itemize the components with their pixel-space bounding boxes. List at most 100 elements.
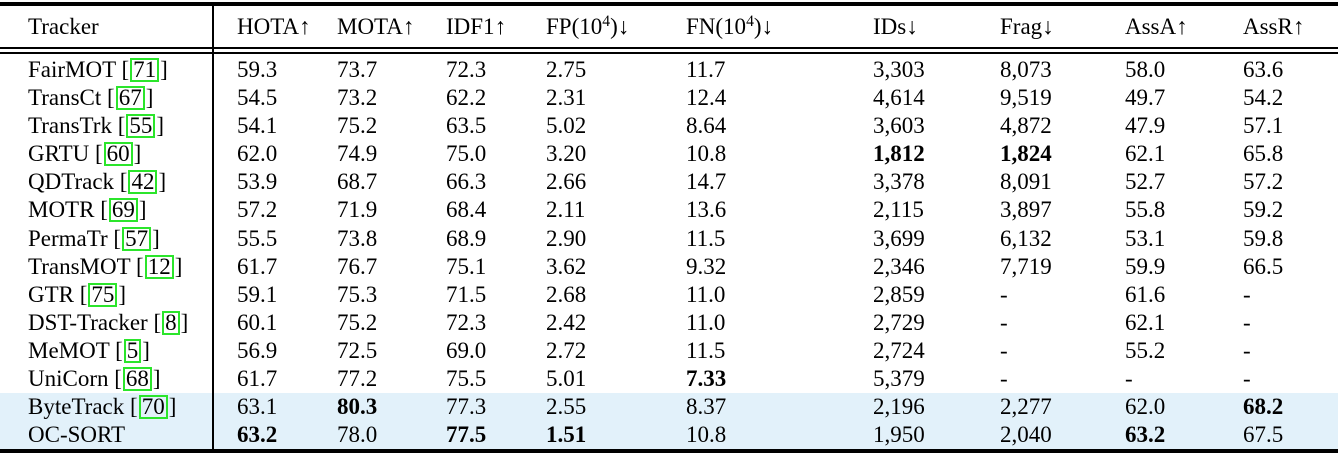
metric-cell: 5.01	[546, 366, 587, 392]
metric-cell: 72.5	[337, 337, 378, 363]
metric-cell: 2.31	[546, 85, 587, 111]
table-row: MeMOT [5] 56.9 72.5 69.0 2.72 11.5 2,724 - 55.2 -	[0, 337, 1338, 365]
tracker-name: MeMOT	[28, 337, 110, 363]
metric-cell: 55.2	[1125, 337, 1166, 363]
results-table: Tracker HOTA↑ MOTA↑ IDF1↑ FP(104)↓ FN(104)↓ ID…	[0, 2, 1338, 454]
metric-cell: 63.1	[237, 394, 278, 420]
citation-link[interactable]: 42	[128, 170, 158, 195]
tracker-cell: TransTrk [55]	[28, 113, 165, 139]
metric-cell: -	[1243, 366, 1251, 392]
metric-cell: -	[1243, 309, 1251, 335]
citation-link[interactable]: 8	[162, 310, 180, 335]
metric-cell: 3,699	[873, 225, 925, 251]
metric-cell: 73.8	[337, 225, 378, 251]
table-row: TransTrk [55] 54.1 75.2 63.5 5.02 8.64 3,603 4,…	[0, 112, 1338, 140]
metric-cell: 8,073	[1000, 57, 1052, 82]
table-row: TransMOT [12] 61.7 76.7 75.1 3.62 9.32 2,346 7,…	[0, 253, 1338, 281]
metric-cell: 2.66	[546, 169, 587, 195]
table-row: FairMOT [71] 59.3 73.7 72.3 2.75 11.7 3,303 8,0…	[0, 56, 1338, 84]
metric-cell: 1,824	[1000, 141, 1052, 167]
citation-link[interactable]: 67	[115, 86, 145, 111]
metric-cell: 56.9	[237, 337, 278, 363]
citation-link[interactable]: 60	[103, 142, 133, 167]
table-row: MOTR [69] 57.2 71.9 68.4 2.11 13.6 2,115 3,897 5…	[0, 196, 1338, 224]
column-divider	[212, 6, 214, 450]
metric-cell: 68.9	[446, 225, 487, 251]
citation-link[interactable]: 5	[123, 338, 142, 363]
citation-link[interactable]: 71	[130, 58, 160, 82]
header-label: AssA	[1125, 13, 1177, 39]
metric-cell: 14.7	[686, 169, 727, 195]
metric-cell: 63.6	[1243, 57, 1284, 82]
table-row: TransCt [67] 54.5 73.2 62.2 2.31 12.4 4,614 9,5…	[0, 84, 1338, 112]
metric-cell: 11.0	[686, 281, 726, 307]
citation-link[interactable]: 12	[144, 254, 174, 279]
metric-cell: 2,040	[1000, 422, 1052, 448]
table-row: DST-Tracker [8] 60.1 75.2 72.3 2.42 11.0 2,729…	[0, 309, 1338, 337]
metric-cell: 53.9	[237, 169, 278, 195]
header-cell-hota: HOTA↑	[237, 14, 337, 40]
metric-cell: 62.0	[1125, 394, 1166, 420]
metric-cell: 71.5	[446, 281, 487, 307]
tracker-name: OC-SORT	[28, 422, 126, 448]
metric-cell: 1.51	[546, 422, 587, 448]
metric-cell: 10.8	[686, 141, 727, 167]
tracker-name: MOTR	[28, 197, 95, 223]
metric-cell: 52.7	[1125, 169, 1166, 195]
sort-direction-arrow: ↑	[1292, 13, 1305, 39]
sort-direction-arrow: ↓	[617, 13, 630, 39]
tracker-cell: ByteTrack [70]	[28, 394, 177, 420]
sort-direction-arrow: ↓	[761, 13, 774, 39]
tracker-cell: GTR [75]	[28, 281, 127, 307]
citation-link[interactable]: 75	[88, 282, 118, 307]
metric-cell: 77.2	[337, 366, 378, 392]
tracker-cell: DST-Tracker [8]	[28, 309, 189, 335]
metric-cell: 3,897	[1000, 197, 1052, 223]
table-row: ByteTrack [70] 63.1 80.3 77.3 2.55 8.37 2,196 2…	[0, 393, 1338, 422]
metric-cell: 4,872	[1000, 113, 1052, 139]
metric-cell: 12.4	[686, 85, 727, 111]
metric-cell: 53.1	[1125, 225, 1166, 251]
table-row: QDTrack [42] 53.9 68.7 66.3 2.66 14.7 3,378 8,0…	[0, 168, 1338, 196]
metric-cell: 66.5	[1243, 253, 1284, 279]
metric-cell: 6,132	[1000, 225, 1052, 251]
metric-cell: 77.3	[446, 394, 487, 420]
table-row: GTR [75] 59.1 75.3 71.5 2.68 11.0 2,859 - 61.6 -	[0, 281, 1338, 309]
metric-cell: -	[1000, 281, 1008, 307]
metric-cell: 11.5	[686, 337, 726, 363]
citation-link[interactable]: 55	[126, 114, 156, 139]
metric-cell: 72.3	[446, 309, 487, 335]
tracker-name: ByteTrack	[28, 394, 125, 420]
sort-direction-arrow: ↓	[906, 13, 918, 39]
metric-cell: 2,115	[873, 197, 924, 223]
metric-cell: 62.0	[237, 141, 278, 167]
header-label: IDs	[873, 13, 907, 39]
metric-cell: 8.37	[686, 394, 727, 420]
metric-cell: 57.2	[237, 197, 278, 223]
metric-cell: 54.1	[237, 113, 278, 139]
tracker-cell: FairMOT [71]	[28, 57, 168, 82]
metric-cell: 7,719	[1000, 253, 1052, 279]
metric-cell: 75.0	[446, 141, 487, 167]
metric-cell: 2.55	[546, 394, 587, 420]
citation-link[interactable]: 68	[122, 367, 152, 392]
header-cell-fp10: FP(104)↓	[546, 13, 686, 40]
citation-link[interactable]: 70	[138, 395, 168, 420]
metric-cell: 11.5	[686, 225, 726, 251]
metric-cell: 80.3	[337, 394, 378, 420]
metric-cell: 75.3	[337, 281, 378, 307]
citation-link[interactable]: 57	[122, 226, 152, 251]
metric-cell: 47.9	[1125, 113, 1166, 139]
metric-cell: 63.2	[237, 422, 278, 448]
header-label: HOTA	[237, 13, 300, 39]
header-cell-assa: AssA↑	[1125, 14, 1243, 40]
metric-cell: 58.0	[1125, 57, 1166, 82]
metric-cell: 75.1	[446, 253, 487, 279]
tracker-cell: QDTrack [42]	[28, 169, 167, 195]
metric-cell: 59.1	[237, 281, 278, 307]
metric-cell: -	[1000, 309, 1008, 335]
citation-link[interactable]: 69	[108, 198, 138, 223]
metric-cell: 60.1	[237, 309, 278, 335]
metric-cell: 73.7	[337, 57, 378, 82]
table-row: OC-SORT 63.2 78.0 77.5 1.51 10.8 1,950 2,040 63.…	[0, 421, 1338, 450]
